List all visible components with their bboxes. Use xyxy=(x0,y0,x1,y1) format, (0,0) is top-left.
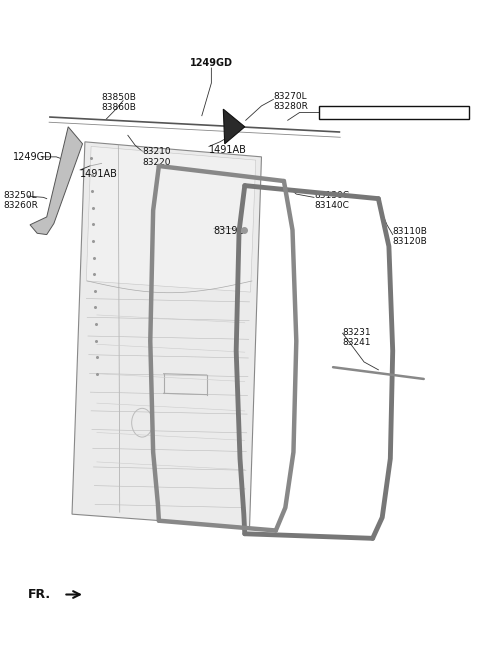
Text: 83270L
83280R: 83270L 83280R xyxy=(274,92,308,111)
Text: 83210
83220: 83210 83220 xyxy=(142,147,171,167)
Text: 83231
83241: 83231 83241 xyxy=(343,328,371,348)
Text: 1491AB: 1491AB xyxy=(80,169,118,180)
Text: 1491AB: 1491AB xyxy=(209,146,247,155)
Text: REF.60-770: REF.60-770 xyxy=(321,108,386,117)
Text: 83130C
83140C: 83130C 83140C xyxy=(314,191,349,211)
Text: 1249GD: 1249GD xyxy=(13,152,53,162)
Text: 83250L
83260R: 83250L 83260R xyxy=(4,191,39,211)
Text: 83850B
83860B: 83850B 83860B xyxy=(102,93,136,112)
Bar xyxy=(319,106,469,119)
Text: FR.: FR. xyxy=(28,588,51,601)
Polygon shape xyxy=(30,127,83,235)
Polygon shape xyxy=(223,109,245,144)
Text: 1249GD: 1249GD xyxy=(190,58,233,68)
Polygon shape xyxy=(72,142,262,527)
Text: 83191: 83191 xyxy=(214,226,244,236)
Polygon shape xyxy=(86,146,256,292)
Text: 83110B
83120B: 83110B 83120B xyxy=(393,227,428,246)
